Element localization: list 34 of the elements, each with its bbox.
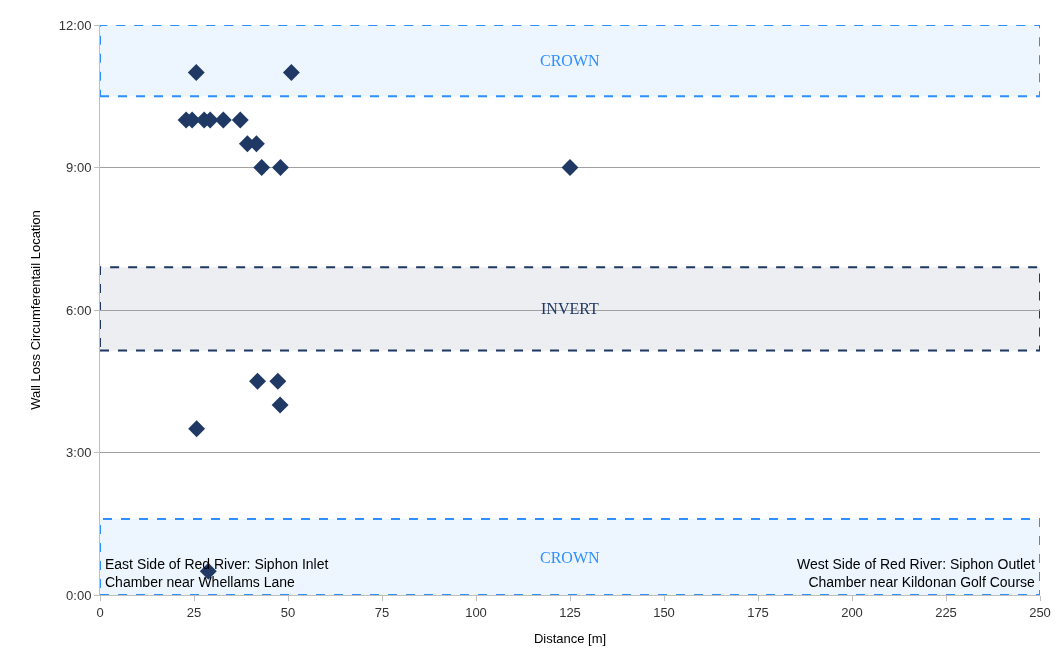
y-tick-label: 9:00 bbox=[66, 160, 92, 176]
x-tick-label: 100 bbox=[465, 604, 487, 620]
point bbox=[269, 372, 287, 390]
point bbox=[214, 111, 232, 129]
y-tick-label: 6:00 bbox=[66, 302, 92, 318]
x-tick-label: 0 bbox=[96, 604, 104, 620]
x-tick-label: 75 bbox=[374, 604, 390, 620]
x-tick-label: 150 bbox=[653, 604, 675, 620]
point bbox=[561, 159, 579, 176]
point bbox=[282, 64, 300, 81]
x-tick-label: 125 bbox=[559, 604, 581, 620]
x-tick-label: 225 bbox=[935, 604, 957, 620]
point bbox=[249, 372, 266, 390]
y-tick-label: 3:00 bbox=[66, 445, 92, 461]
point bbox=[187, 64, 205, 81]
band-label: CROWN bbox=[540, 549, 600, 566]
band-label: CROWN bbox=[540, 52, 600, 69]
annotation: West Side of Red River: Siphon Outlet Chamber near Kildonan Golf Course bbox=[797, 556, 1036, 591]
x-tick-label: 25 bbox=[186, 604, 202, 620]
annotation: East Side of Red River: Siphon Inlet Chamber near Whellams Lane bbox=[105, 556, 329, 591]
y-tick-label: 12:00 bbox=[58, 17, 92, 33]
y-tick-label: 0:00 bbox=[66, 587, 92, 603]
x-axis-title: Distance [m] bbox=[533, 631, 607, 647]
x-tick-label: 200 bbox=[841, 604, 863, 620]
x-tick-label: 175 bbox=[747, 604, 769, 620]
y-axis-title: Wall Loss Circumferentail Location bbox=[27, 210, 43, 410]
point bbox=[253, 159, 271, 176]
x-tick-label: 50 bbox=[280, 604, 296, 620]
x-tick-label: 250 bbox=[1029, 604, 1051, 620]
point bbox=[231, 111, 249, 129]
point bbox=[272, 159, 289, 176]
point bbox=[271, 396, 289, 414]
band-label: INVERT bbox=[541, 300, 599, 317]
point bbox=[188, 420, 206, 438]
